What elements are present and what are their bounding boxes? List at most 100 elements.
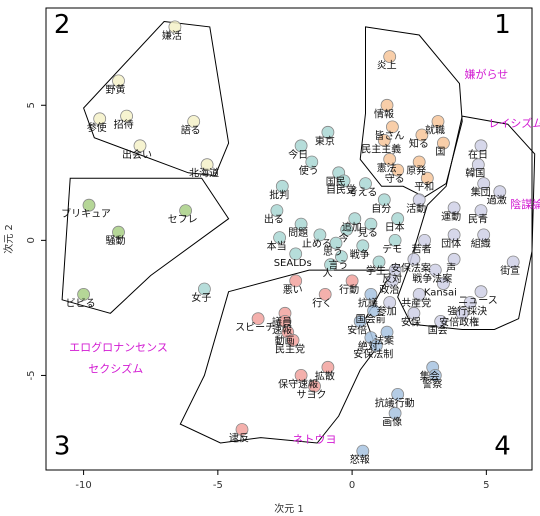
point-label: 怒報 [350,453,370,466]
point-label: 組織 [471,237,491,250]
data-point [321,360,335,374]
data-point [348,212,362,226]
data-point [385,274,399,288]
data-point [305,155,319,169]
point-label: セフレ [168,214,198,226]
point-label: 共産党 [401,296,431,309]
cluster-regions [61,20,536,444]
point-label: 抗議行動 [375,396,415,409]
data-point [431,115,445,128]
point-label: 出会い [122,148,152,161]
data-point [340,223,354,236]
quadrant-label: 2 [54,10,71,40]
data-point [324,258,338,272]
quadrant-label: 4 [494,432,511,462]
data-point [455,306,469,320]
data-point [447,228,461,242]
point-label: 平和 [414,181,434,193]
data-point [112,225,125,239]
point-label: 団体 [441,238,461,250]
point-label: 安保法制 [353,348,393,361]
point-label: 嫌活 [162,29,182,42]
data-point [463,296,477,309]
data-point [179,204,193,218]
y-tick-label: 5 [26,102,37,108]
point-label: 絶対 [358,340,378,353]
data-point [474,139,488,153]
data-point [477,228,491,242]
point-label: 北海道 [189,167,219,180]
data-point [318,287,332,301]
annotation-label: 嫌がらせ [465,67,509,81]
data-point [447,252,461,266]
point-label: 民主党 [275,342,305,355]
point-label: 野黄 [106,83,126,96]
point-label: 国会前 [356,313,386,326]
point-label: 招待 [114,118,134,131]
point-label: 安倍 [347,323,367,336]
point-label: 知る [409,137,429,150]
point-label: 強行採決 [447,305,487,318]
data-point [377,193,391,207]
point-label: 就職 [425,124,445,137]
data-point [385,120,399,134]
point-label: 皆さん [374,130,404,142]
point-label: 法案 [374,334,394,347]
data-point [308,379,321,393]
point-label: 語る [181,124,201,137]
point-label: 本当 [267,240,287,253]
data-point [434,314,448,328]
data-point [367,304,381,318]
point-label: ニュース [458,296,498,307]
data-point [356,444,370,458]
point-label: 保守速報 [278,377,318,390]
data-point [289,274,303,288]
data-point [380,98,394,112]
annotation-label: セクシズム [88,362,143,376]
data-point [388,233,402,247]
point-label: 学生 [366,264,386,277]
point-label: サヨク [297,389,327,401]
data-point [273,231,287,245]
data-point [391,387,405,401]
point-label: 悪い [283,284,303,296]
data-point [418,233,432,247]
data-point [168,20,182,34]
point-label: 騒動 [106,234,126,247]
point-label: 戦争 [350,248,370,261]
point-label: 国 [435,146,445,158]
data-point [270,204,284,218]
data-point [412,155,426,169]
point-label: 速報 [272,324,292,336]
point-label: 追加 [342,221,362,234]
data-point [407,306,421,320]
point-label: 今 [339,232,349,245]
point-label: 韓国 [465,168,485,180]
point-label: 行く [312,296,332,309]
data-point [321,125,335,139]
data-point [383,296,397,309]
point-label: 人 [323,268,333,280]
point-label: 出る [264,213,284,226]
point-label: 反対 [382,272,402,285]
cluster-region-4 [359,26,463,198]
point-label: 東京 [315,134,335,147]
cluster-region-1 [83,20,230,177]
point-label: 若者 [412,242,432,255]
data-point [120,109,133,123]
data-point [235,423,249,436]
point-label: 止める [302,238,332,250]
x-tick-label: -10 [75,480,91,491]
data-point [286,333,300,347]
data-point [428,263,442,277]
data-point [428,368,442,382]
point-label: 安倍政権 [439,315,479,328]
y-axis: -5 0 5 [26,102,46,380]
point-label: 拡散 [315,369,335,382]
data-point [356,239,370,253]
data-point [391,212,405,226]
point-label: 安保 [401,315,421,328]
point-label: 思う [323,246,343,258]
cluster-region-5 [397,115,536,330]
